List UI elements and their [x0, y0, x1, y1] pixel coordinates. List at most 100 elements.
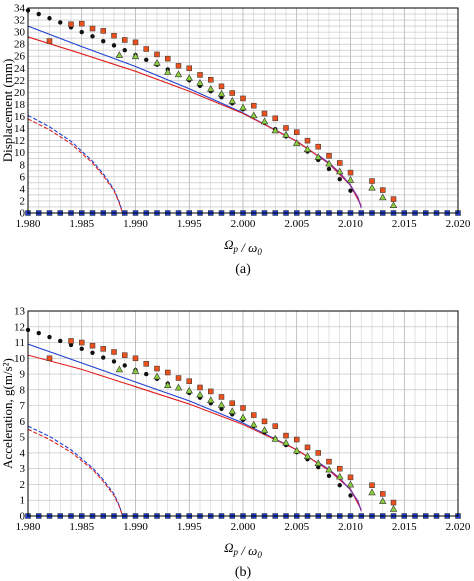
- data-point-square: [347, 169, 354, 176]
- data-point-dot: [58, 20, 63, 25]
- data-point-triangle: [217, 89, 226, 97]
- plot-frame: [27, 310, 459, 517]
- data-point-triangle: [164, 68, 172, 75]
- data-point-dot: [36, 11, 41, 17]
- y-tick-label: 0: [20, 511, 26, 523]
- data-point-square: [218, 394, 225, 400]
- data-point-triangle: [196, 390, 204, 398]
- x-tick-label: 2.015: [392, 521, 417, 533]
- x-tick-label: 1.990: [123, 521, 148, 533]
- y-tick-label: 8: [20, 159, 26, 171]
- data-point-square: [251, 412, 257, 418]
- data-point-triangle: [196, 78, 204, 86]
- data-point-dot: [348, 188, 353, 193]
- data-point-square: [304, 444, 311, 451]
- data-point-square: [175, 375, 182, 381]
- y-axis-label: Acceleration, g(m/s²): [0, 358, 15, 469]
- data-point-square: [122, 352, 128, 358]
- y-tick-label: 16: [14, 111, 26, 123]
- y-tick-label: 2: [20, 479, 26, 491]
- x-tick-label: 2.015: [392, 218, 417, 230]
- series-line-4: [317, 461, 362, 512]
- x-tick-label: 1.980: [16, 521, 41, 533]
- data-point-square: [347, 474, 354, 481]
- y-tick-label: 4: [20, 447, 26, 459]
- data-point-square: [154, 365, 160, 372]
- x-tick-label: 2.000: [231, 218, 256, 230]
- data-point-square: [46, 355, 53, 362]
- data-point-triangle: [131, 367, 140, 374]
- x-tick-label: 1.995: [177, 521, 202, 533]
- data-point-triangle: [293, 446, 301, 454]
- panel-a: 1.980 1.985 1.990 1.995 2.000 2.005 2.010 2.015…: [0, 3, 471, 278]
- data-point-dot: [79, 346, 84, 352]
- data-point-triangle: [368, 488, 376, 496]
- data-point-square: [380, 491, 386, 497]
- data-point-triangle: [389, 201, 398, 209]
- data-point-triangle: [346, 176, 355, 183]
- x-tick-label: 2.005: [284, 521, 309, 533]
- data-point-triangle: [336, 167, 344, 175]
- y-tick-label: 13: [14, 306, 26, 318]
- data-point-square: [251, 102, 257, 109]
- data-point-triangle: [228, 407, 236, 414]
- data-point-square: [197, 384, 203, 391]
- data-point-dot: [122, 48, 127, 53]
- data-point-triangle: [389, 505, 398, 512]
- data-point-triangle: [115, 365, 124, 373]
- data-point-square: [283, 125, 289, 131]
- data-point-triangle: [303, 145, 312, 152]
- data-point-triangle: [207, 396, 215, 403]
- data-point-dot: [47, 16, 52, 21]
- y-tick-label: 12: [14, 135, 25, 147]
- data-point-square: [89, 342, 96, 349]
- y-tick-label: 8: [20, 384, 26, 396]
- data-point-square: [186, 378, 192, 384]
- data-point-triangle: [174, 383, 183, 391]
- data-point-square: [79, 339, 85, 346]
- series-line-3: [27, 428, 124, 517]
- y-axis-label: Displacement (mm): [0, 59, 15, 163]
- data-point-square: [154, 51, 160, 58]
- data-point-triangle: [325, 159, 333, 167]
- data-point-dot: [79, 29, 84, 35]
- series-line-4: [317, 154, 362, 209]
- data-point-triangle: [346, 480, 355, 488]
- series-line-2: [27, 425, 124, 517]
- y-tick-label: 34: [14, 3, 26, 15]
- data-point-square: [79, 20, 85, 27]
- data-point-dot: [111, 43, 117, 48]
- data-point-triangle: [185, 74, 193, 81]
- x-tick-label: 2.010: [338, 521, 363, 533]
- y-tick-label: 22: [14, 75, 25, 87]
- series-line-1: [27, 36, 362, 207]
- data-point-triangle: [185, 386, 193, 394]
- x-tick-label: 2.000: [231, 521, 256, 533]
- x-tick-label: 2.020: [446, 218, 471, 230]
- data-point-square: [272, 115, 278, 122]
- data-point-dot: [348, 493, 353, 498]
- panel-caption: (a): [235, 262, 251, 277]
- y-tick-label: 11: [14, 337, 25, 349]
- data-point-square: [132, 39, 139, 46]
- x-axis-label: Ωp / ω0: [224, 540, 262, 560]
- data-point-square: [111, 349, 117, 355]
- data-point-dot: [101, 355, 106, 360]
- data-point-square: [294, 129, 300, 135]
- data-point-triangle: [303, 452, 312, 459]
- data-point-square: [111, 32, 117, 39]
- x-tick-label: 1.985: [69, 218, 94, 230]
- data-point-square: [283, 432, 289, 439]
- data-point-triangle: [271, 434, 279, 442]
- data-point-square: [68, 338, 74, 344]
- data-point-square: [229, 400, 235, 406]
- data-point-square: [369, 178, 375, 184]
- series-line-2: [27, 114, 124, 214]
- data-point-triangle: [153, 59, 161, 66]
- data-point-triangle: [250, 111, 258, 119]
- data-point-dot: [144, 371, 149, 377]
- data-point-dot: [101, 38, 106, 44]
- y-tick-label: 30: [14, 27, 26, 39]
- data-point-dot: [47, 334, 52, 340]
- data-point-triangle: [131, 52, 140, 60]
